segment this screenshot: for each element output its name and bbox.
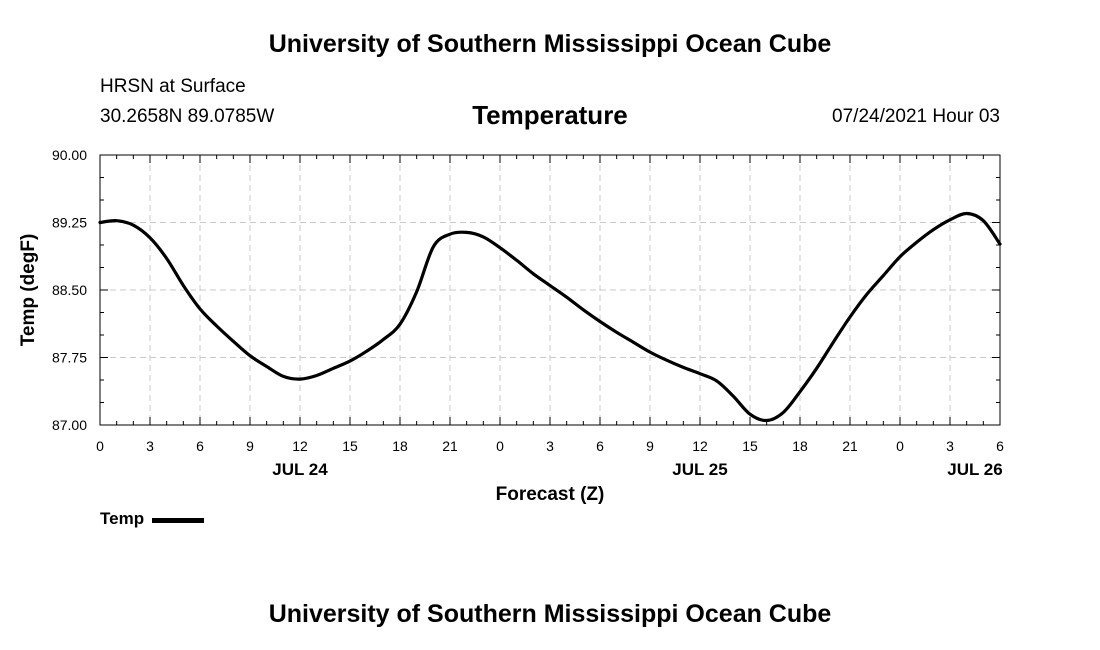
x-tick-label: 15 — [742, 438, 758, 454]
x-tick-label: 18 — [792, 438, 808, 454]
y-tick-label: 87.75 — [52, 350, 87, 366]
forecast-timestamp: 07/24/2021 Hour 03 — [832, 106, 1000, 127]
x-tick-label: 3 — [146, 438, 154, 454]
x-tick-label: 12 — [692, 438, 708, 454]
legend-entry-temp-label: Temp — [100, 509, 145, 528]
x-tick-label: 9 — [646, 438, 654, 454]
x-tick-label: 9 — [246, 438, 254, 454]
series-layer — [98, 211, 1002, 423]
plot-frame — [99, 154, 1001, 426]
chart-title: Temperature — [472, 100, 628, 130]
x-tick-label: 0 — [96, 438, 104, 454]
legend-entry-temp-swatch — [152, 517, 205, 523]
x-date-label: JUL 25 — [672, 460, 727, 479]
y-tick-label: 89.25 — [52, 215, 87, 231]
grid — [100, 155, 1000, 425]
x-tick-label: 12 — [292, 438, 308, 454]
x-tick-label: 3 — [546, 438, 554, 454]
x-date-label: JUL 26 — [947, 460, 1002, 479]
x-tick-label: 0 — [496, 438, 504, 454]
x-axis-title: Forecast (Z) — [496, 484, 605, 505]
x-tick-label: 6 — [196, 438, 204, 454]
series-line-temp — [98, 211, 1002, 423]
station-name: HRSN at Surface — [100, 76, 246, 97]
y-axis-title: Temp (degF) — [18, 234, 39, 347]
x-tick-label: 21 — [842, 438, 858, 454]
y-tick-label: 87.00 — [52, 417, 87, 433]
x-tick-label: 3 — [946, 438, 954, 454]
x-tick-label: 6 — [996, 438, 1004, 454]
station-coords: 30.2658N 89.0785W — [100, 106, 275, 127]
x-date-label: JUL 24 — [272, 460, 328, 479]
org-title-top: University of Southern Mississippi Ocean… — [268, 30, 832, 58]
tick-labels: 0 3 6 9 12 15 18 21 0 3 6 9 12 15 18 21 0 3 6 87.00 87.75 88.… — [52, 147, 1004, 479]
x-tick-label: 15 — [342, 438, 358, 454]
x-tick-label: 18 — [392, 438, 408, 454]
x-tick-label: 21 — [442, 438, 458, 454]
x-tick-label: 6 — [596, 438, 604, 454]
legend: Temp — [100, 509, 205, 529]
x-tick-label: 0 — [896, 438, 904, 454]
axis-ticks — [99, 154, 1001, 426]
y-tick-label: 90.00 — [52, 147, 87, 163]
y-tick-label: 88.50 — [52, 282, 87, 298]
org-title-bottom: University of Southern Mississippi Ocean… — [268, 600, 832, 628]
